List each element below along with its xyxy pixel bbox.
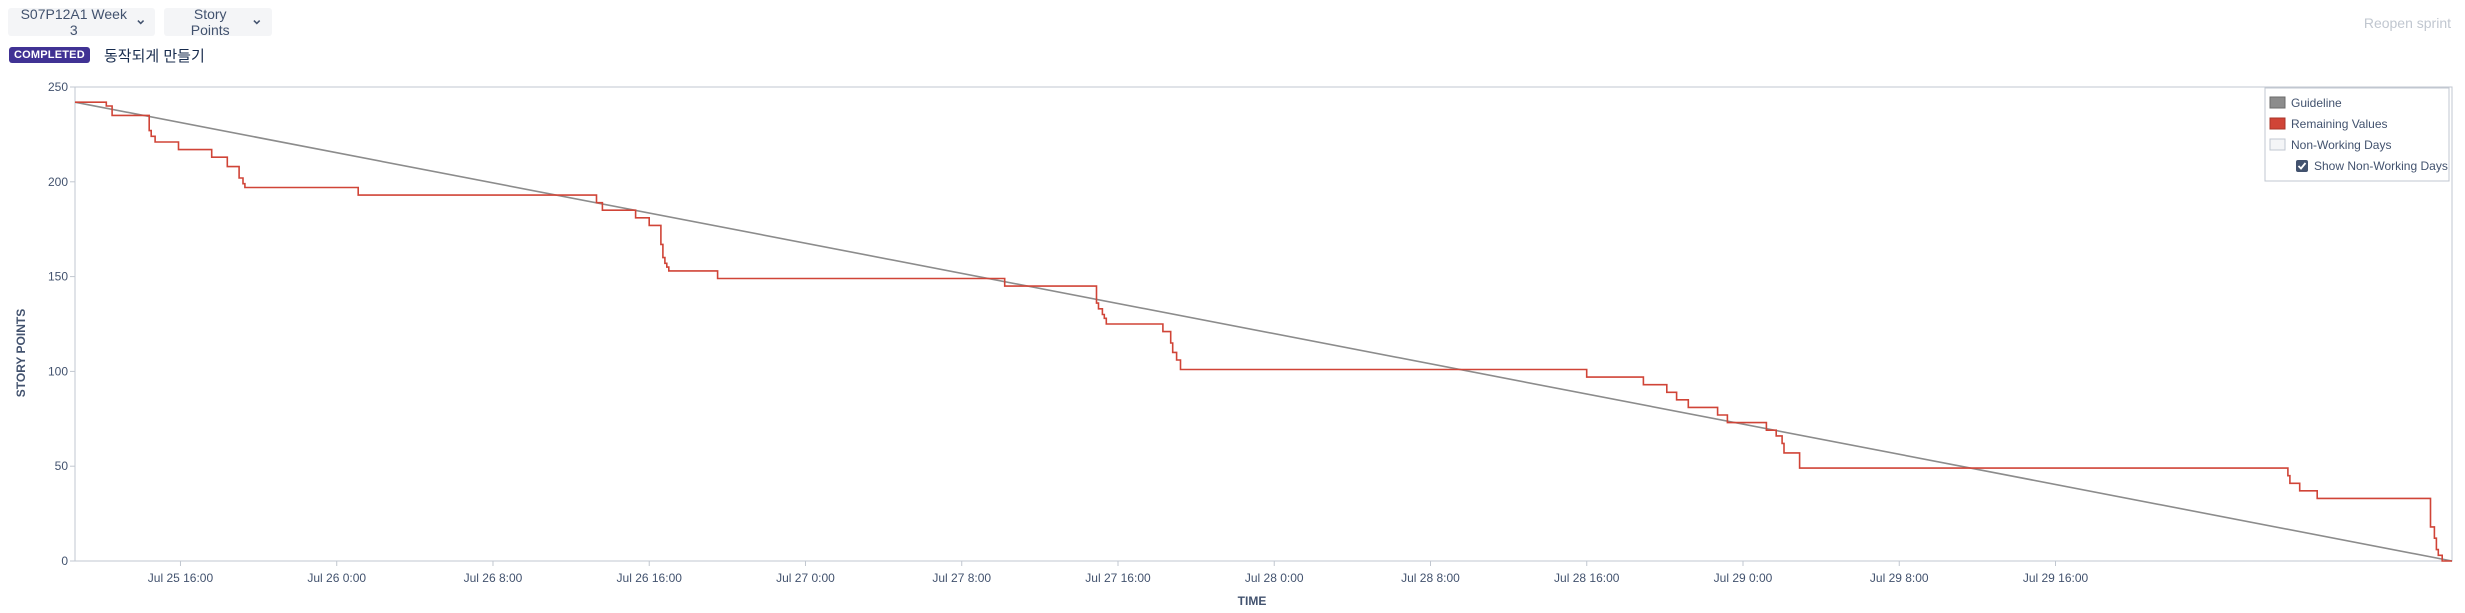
series-layer: [74, 101, 2453, 562]
check-icon: [2297, 162, 2307, 170]
y-tick-label: 150: [48, 270, 68, 284]
x-tick-label: Jul 26 0:00: [307, 571, 366, 585]
statistic-select-label: Story Points: [190, 6, 230, 38]
legend-swatch-guideline: [2269, 96, 2286, 109]
legend-swatch-remaining: [2269, 117, 2286, 130]
status-badge: COMPLETED: [9, 47, 90, 63]
legend-swatch-non-working: [2269, 138, 2286, 151]
legend: Guideline Remaining Values Non-Working D…: [2264, 87, 2450, 182]
remaining-values-line: [75, 101, 2452, 562]
x-tick-label: Jul 29 0:00: [1714, 571, 1773, 585]
reopen-sprint-button[interactable]: Reopen sprint: [2358, 14, 2457, 32]
y-tick-label: 200: [48, 175, 68, 189]
plot-border: [74, 86, 2453, 562]
show-non-working-checkbox[interactable]: Show Non-Working Days: [2296, 159, 2448, 173]
x-tick-label: Jul 29 16:00: [2023, 571, 2089, 585]
y-tick-label: 0: [61, 554, 68, 568]
sprint-select[interactable]: S07P12A1 Week 3: [8, 6, 155, 38]
x-tick-label: Jul 28 0:00: [1245, 571, 1304, 585]
x-tick-label: Jul 28 8:00: [1401, 571, 1460, 585]
sprint-goal: 동작되게 만들기: [104, 48, 205, 65]
x-tick-label: Jul 27 8:00: [932, 571, 991, 585]
x-tick-label: Jul 27 16:00: [1085, 571, 1151, 585]
chevron-down-icon: [136, 20, 144, 25]
legend-box: [2264, 87, 2450, 182]
y-tick-label: 100: [48, 364, 68, 378]
chevron-down-icon: [253, 20, 261, 25]
x-tick-label: Jul 27 0:00: [776, 571, 835, 585]
legend-remaining: Remaining Values: [2291, 117, 2388, 131]
x-tick-label: Jul 26 16:00: [617, 571, 683, 585]
x-axis-title: TIME: [1238, 594, 1267, 608]
x-tick-label: Jul 29 8:00: [1870, 571, 1929, 585]
x-tick-label: Jul 25 16:00: [148, 571, 214, 585]
axes: 0 50 100 150 200 250 Jul 25 16:00 Jul 26 0:00 Ju…: [48, 80, 2089, 585]
show-non-working-label: Show Non-Working Days: [2314, 159, 2448, 173]
guideline-line: [74, 101, 2453, 562]
y-tick-label: 250: [48, 80, 68, 94]
y-axis-title: STORY POINTS: [14, 309, 28, 397]
y-tick-label: 50: [55, 459, 69, 473]
x-tick-label: Jul 26 8:00: [464, 571, 523, 585]
sprint-select-label: S07P12A1 Week 3: [20, 6, 127, 38]
statistic-select[interactable]: Story Points: [164, 6, 272, 38]
plot-area: [74, 86, 2453, 562]
x-tick-label: Jul 28 16:00: [1554, 571, 1620, 585]
legend-guideline: Guideline: [2291, 96, 2342, 110]
legend-non-working: Non-Working Days: [2291, 138, 2391, 152]
